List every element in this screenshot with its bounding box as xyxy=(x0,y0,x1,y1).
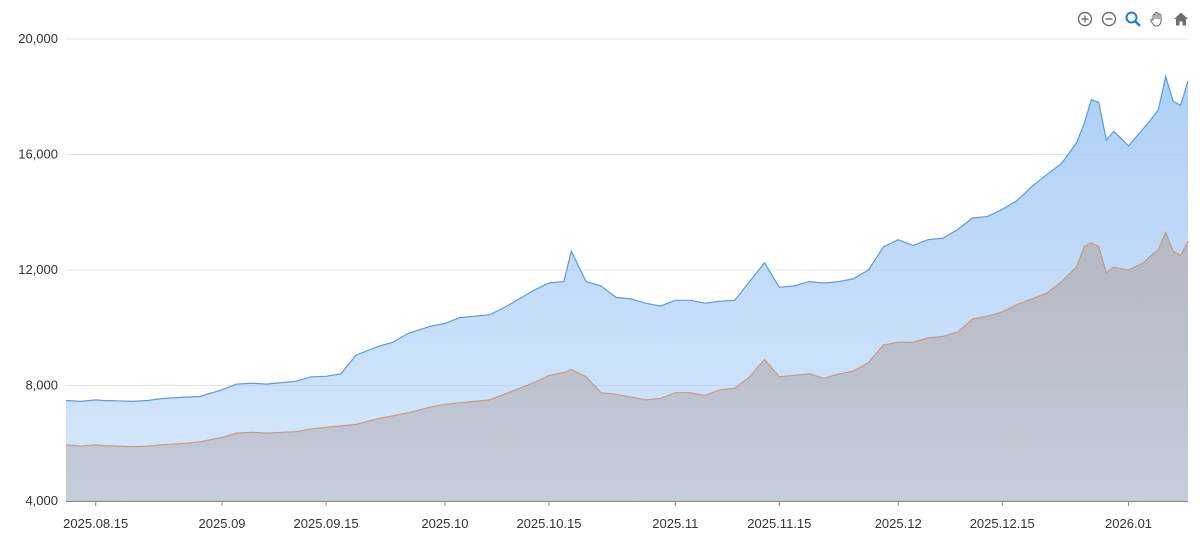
zoom-in-icon[interactable] xyxy=(1076,10,1094,28)
y-tick-label: 4,000 xyxy=(25,493,58,508)
y-tick-label: 12,000 xyxy=(18,262,58,277)
x-tick-label: 2025.09.15 xyxy=(294,516,359,531)
x-tick-label: 2025.09 xyxy=(199,516,246,531)
y-tick-label: 16,000 xyxy=(18,147,58,162)
x-axis-tick-labels: 2025.08.15 2025.09 2025.09.15 2025.10 2025.1… xyxy=(63,516,1152,531)
x-tick-label: 2025.10 xyxy=(421,516,468,531)
x-tick-label: 2025.12.15 xyxy=(970,516,1035,531)
upper-series-area xyxy=(65,74,1189,448)
zoom-select-icon[interactable] xyxy=(1124,10,1142,28)
y-tick-label: 20,000 xyxy=(18,31,58,46)
y-axis-tick-labels: 4,000 8,000 12,000 16,000 20,000 xyxy=(18,31,58,508)
chart-toolbar xyxy=(1076,10,1190,28)
x-tick-label: 2025.11 xyxy=(652,516,698,531)
pan-hand-icon[interactable] xyxy=(1148,10,1166,28)
axes xyxy=(66,501,1188,506)
lower-series-line xyxy=(65,230,1189,448)
home-reset-icon[interactable] xyxy=(1172,10,1190,28)
x-tick-label: 2025.12 xyxy=(875,516,922,531)
x-tick-label: 2026.01 xyxy=(1105,516,1152,531)
lower-series-area xyxy=(66,76,1188,501)
x-tick-label: 2025.08.15 xyxy=(63,516,128,531)
zoom-out-icon[interactable] xyxy=(1100,10,1118,28)
upper-series-line xyxy=(65,74,1189,403)
x-tick-label: 2025.10.15 xyxy=(516,516,581,531)
lower-series-fill xyxy=(66,232,1188,501)
x-tick-label: 2025.11.15 xyxy=(747,516,811,531)
y-tick-label: 8,000 xyxy=(25,378,58,393)
